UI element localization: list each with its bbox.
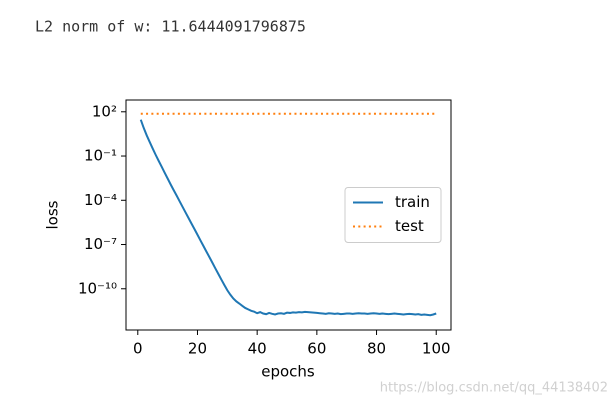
- legend-label: test: [395, 217, 424, 235]
- x-tick-label: 60: [307, 340, 326, 358]
- x-tick-label: 0: [133, 340, 143, 358]
- series-line: [139, 119, 437, 317]
- y-tick-label: 10⁻¹⁰: [78, 279, 117, 297]
- axes-frame: [125, 99, 452, 331]
- y-axis-label: loss: [44, 200, 62, 229]
- x-tick-label: 40: [248, 340, 267, 358]
- legend-label: train: [395, 193, 430, 211]
- x-tick-label: 80: [367, 340, 386, 358]
- x-axis-label: epochs: [261, 363, 315, 381]
- y-tick-label: 10⁻⁴: [84, 191, 117, 209]
- watermark: https://blog.csdn.net/qq_44138402: [380, 381, 608, 396]
- x-tick-label: 100: [422, 340, 451, 358]
- y-tick-label: 10²: [92, 102, 117, 120]
- legend-box: [344, 187, 442, 243]
- output-text: L2 norm of w: 11.6444091796875: [35, 18, 306, 36]
- x-tick-label: 20: [188, 340, 207, 358]
- y-tick-label: 10⁻⁷: [84, 235, 117, 253]
- y-tick-label: 10⁻¹: [84, 147, 117, 165]
